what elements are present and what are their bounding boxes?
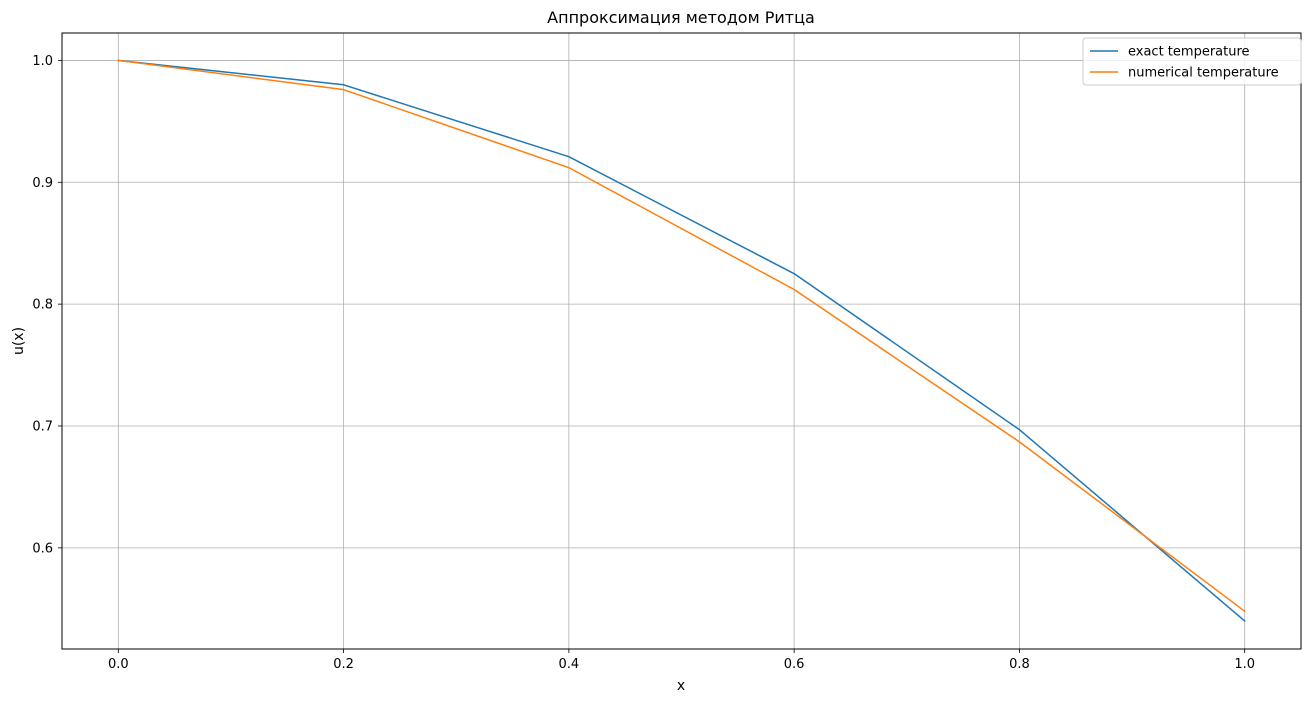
legend-label: numerical temperature — [1128, 66, 1279, 81]
legend: exact temperature numerical temperature — [1082, 37, 1302, 86]
x-tick-label: 1.0 — [1234, 657, 1255, 672]
y-tick-label: 1.0 — [32, 54, 53, 69]
x-tick-label: 0.6 — [784, 657, 805, 672]
legend-items: exact temperature numerical temperature — [1090, 45, 1279, 81]
grid-lines — [62, 33, 1301, 649]
series-lines — [117, 59, 1246, 623]
series-line-numerical-temperature — [117, 59, 1246, 613]
y-axis-label: u(x) — [11, 327, 27, 355]
plot-frame — [61, 32, 1302, 650]
y-tick-label: 0.9 — [32, 176, 53, 191]
axis-ticks: 0.0 0.2 0.4 0.6 0.8 1.0 0.6 0.7 0.8 0.9 1.0 — [32, 54, 1255, 672]
x-tick-label: 0.4 — [559, 657, 580, 672]
chart-title: Аппроксимация методом Ритца — [547, 8, 815, 27]
y-tick-label: 0.8 — [32, 298, 53, 313]
x-tick-label: 0.2 — [333, 657, 354, 672]
x-tick-label: 0.8 — [1009, 657, 1030, 672]
x-tick-label: 0.0 — [108, 657, 129, 672]
series-line-exact-temperature — [117, 59, 1246, 623]
legend-label: exact temperature — [1128, 45, 1250, 60]
y-tick-label: 0.6 — [32, 541, 53, 556]
y-tick-label: 0.7 — [32, 419, 53, 434]
x-axis-label: x — [677, 678, 685, 694]
legend-box — [1082, 37, 1302, 86]
